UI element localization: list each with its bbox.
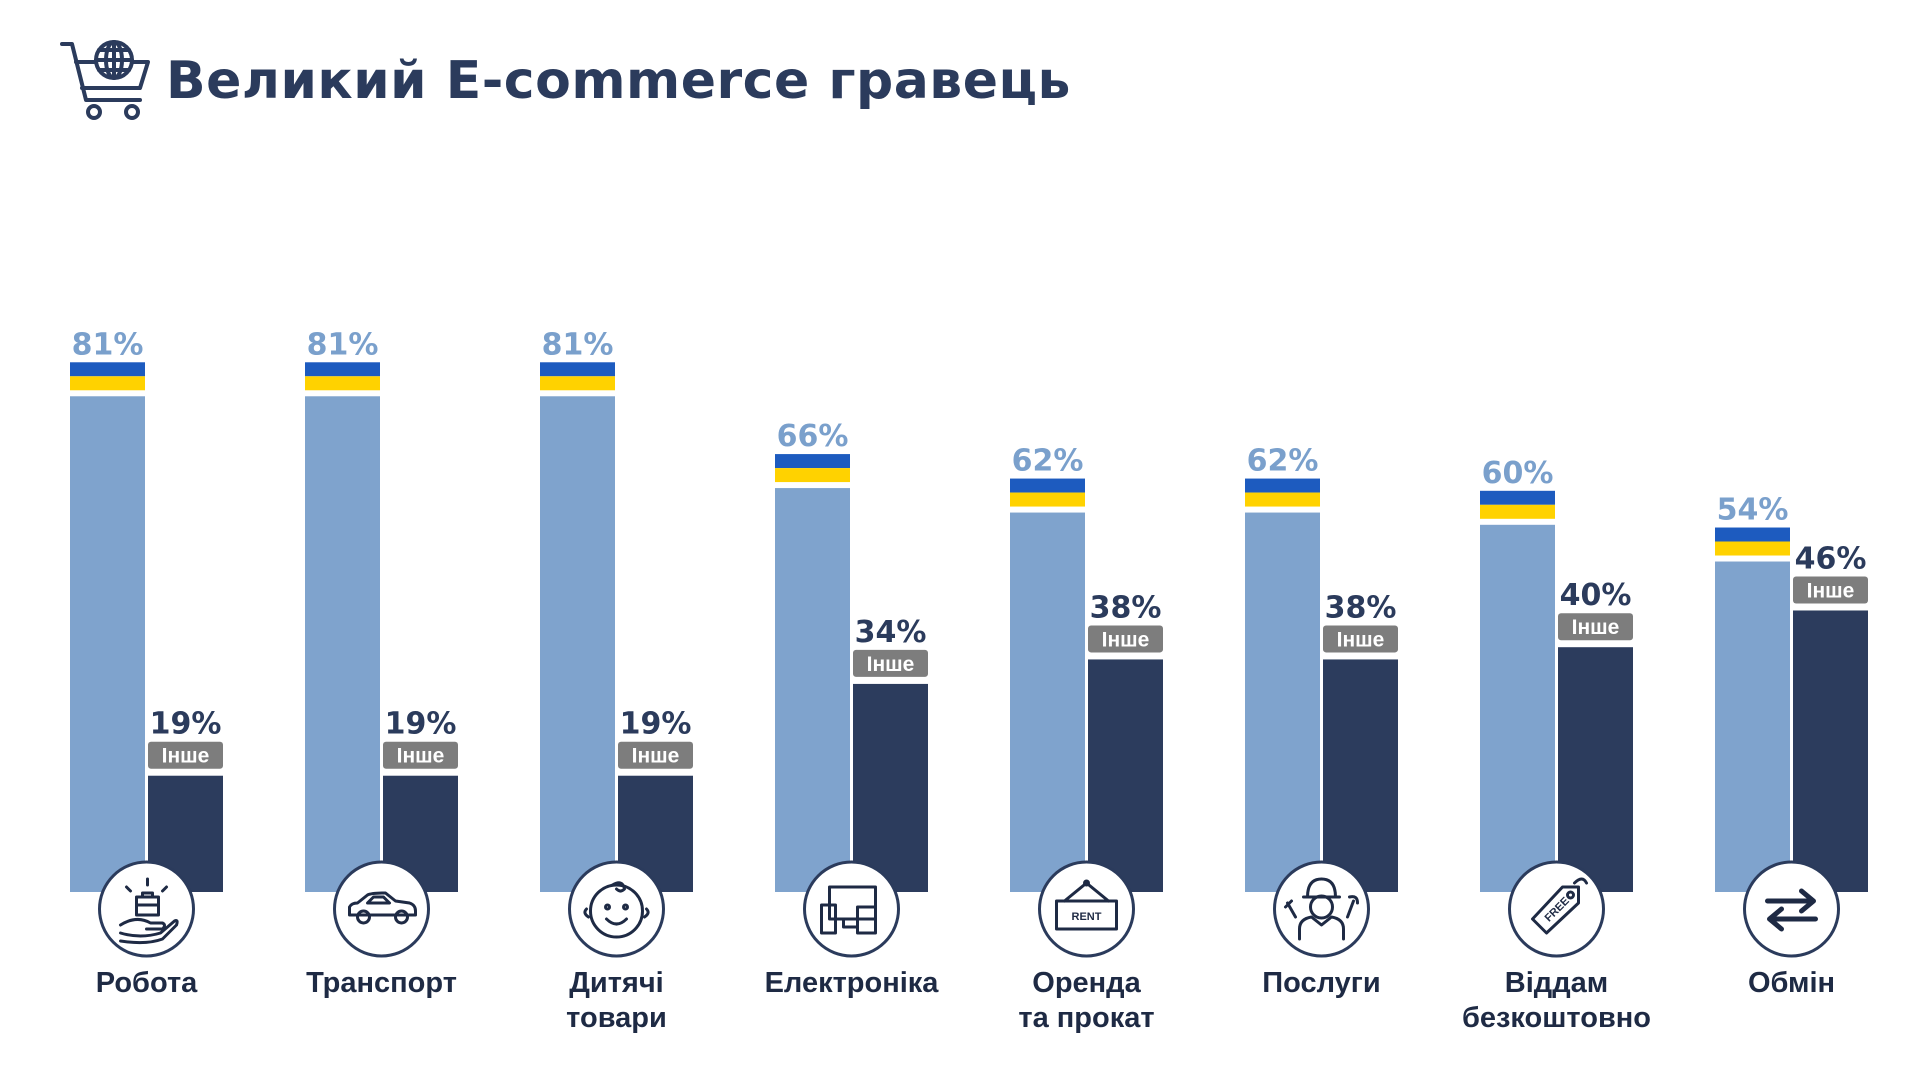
data-label: 81% bbox=[307, 327, 379, 362]
bar bbox=[305, 396, 380, 892]
flag-blue-stripe bbox=[70, 362, 145, 377]
svg-text:RENT: RENT bbox=[1072, 911, 1102, 923]
other-tag-label: Інше bbox=[867, 653, 915, 676]
flag-yellow-stripe bbox=[305, 376, 380, 391]
bar bbox=[1323, 659, 1398, 892]
other-tag bbox=[148, 741, 223, 769]
category-label: Дитячі bbox=[569, 967, 664, 999]
bar bbox=[1793, 610, 1868, 892]
other-tag-label: Інше bbox=[632, 745, 680, 768]
data-label: 62% bbox=[1247, 444, 1319, 479]
flag-blue-stripe bbox=[1245, 478, 1320, 493]
flag-blue-stripe bbox=[305, 362, 380, 377]
category-label: та прокат bbox=[1018, 1002, 1154, 1034]
category-label: Транспорт bbox=[306, 967, 457, 999]
data-label: 40% bbox=[1560, 578, 1632, 613]
data-label: 81% bbox=[72, 327, 144, 362]
exchange-arrows-icon bbox=[1765, 888, 1818, 932]
other-tag bbox=[1088, 625, 1163, 653]
icon-circle bbox=[1743, 860, 1840, 958]
flag-blue-stripe bbox=[540, 362, 615, 377]
icon-circle bbox=[333, 860, 430, 958]
flag-yellow-stripe bbox=[1245, 492, 1320, 507]
flag-yellow-stripe bbox=[775, 468, 850, 483]
data-label: 46% bbox=[1795, 541, 1867, 576]
other-tag bbox=[618, 741, 693, 769]
icon-circle bbox=[568, 860, 665, 958]
bar bbox=[1558, 647, 1633, 892]
data-label: 60% bbox=[1482, 456, 1554, 491]
other-tag-label: Інше bbox=[397, 745, 445, 768]
other-tag bbox=[1558, 613, 1633, 641]
category-label: Послуги bbox=[1262, 967, 1380, 999]
category-label: Обмін bbox=[1748, 967, 1835, 999]
category-label: товари bbox=[566, 1002, 667, 1034]
hand-briefcase-icon bbox=[119, 877, 179, 945]
flag-yellow-stripe bbox=[1010, 492, 1085, 507]
flag-blue-stripe bbox=[1010, 478, 1085, 493]
category-label: Оренда bbox=[1032, 967, 1141, 999]
data-label: 66% bbox=[777, 419, 849, 454]
data-label: 38% bbox=[1090, 590, 1162, 625]
icon-circle bbox=[803, 860, 900, 958]
shopping-cart-globe-icon bbox=[60, 40, 150, 120]
flag-blue-stripe bbox=[1480, 490, 1555, 505]
other-tag-label: Інше bbox=[1572, 616, 1620, 639]
bar bbox=[1480, 524, 1555, 892]
data-label: 62% bbox=[1012, 444, 1084, 479]
car-icon bbox=[348, 891, 417, 925]
flag-yellow-stripe bbox=[70, 376, 145, 391]
other-tag-label: Інше bbox=[1102, 628, 1150, 651]
bar bbox=[1715, 561, 1790, 892]
icon-circle bbox=[1038, 860, 1135, 958]
data-label: 19% bbox=[620, 707, 692, 742]
header: Великий E-commerce гравець bbox=[60, 36, 1071, 126]
page-title: Великий E-commerce гравець bbox=[166, 51, 1071, 111]
category-label: безкоштовно bbox=[1462, 1002, 1651, 1034]
devices-icon bbox=[820, 885, 877, 935]
bar bbox=[1010, 512, 1085, 892]
data-label: 54% bbox=[1717, 493, 1789, 528]
other-tag bbox=[1323, 625, 1398, 653]
flag-blue-stripe bbox=[1715, 527, 1790, 542]
data-label: 19% bbox=[150, 707, 222, 742]
other-tag bbox=[383, 741, 458, 769]
other-tag-label: Інше bbox=[162, 745, 210, 768]
bar bbox=[853, 683, 928, 892]
bar bbox=[540, 396, 615, 892]
other-tag bbox=[853, 649, 928, 677]
other-tag-label: Інше bbox=[1337, 628, 1385, 651]
worker-icon bbox=[1284, 877, 1359, 941]
category-label: Віддам bbox=[1505, 967, 1608, 999]
data-label: 81% bbox=[542, 327, 614, 362]
other-tag bbox=[1793, 576, 1868, 604]
rent-sign-icon: RENT bbox=[1055, 879, 1118, 931]
icon-circle bbox=[1273, 860, 1370, 958]
category-label: Електроніка bbox=[765, 967, 940, 999]
bar bbox=[1245, 512, 1320, 892]
data-label: 34% bbox=[855, 615, 927, 650]
flag-yellow-stripe bbox=[1715, 541, 1790, 556]
category-label: Робота bbox=[96, 967, 198, 999]
data-label: 19% bbox=[385, 707, 457, 742]
flag-yellow-stripe bbox=[1480, 504, 1555, 519]
bar bbox=[70, 396, 145, 892]
flag-yellow-stripe bbox=[540, 376, 615, 391]
baby-face-icon bbox=[583, 881, 650, 939]
flag-blue-stripe bbox=[775, 454, 850, 469]
bar bbox=[1088, 659, 1163, 892]
icon-circle bbox=[1508, 860, 1605, 958]
bar bbox=[775, 488, 850, 892]
data-label: 38% bbox=[1325, 590, 1397, 625]
other-tag-label: Інше bbox=[1807, 579, 1855, 602]
